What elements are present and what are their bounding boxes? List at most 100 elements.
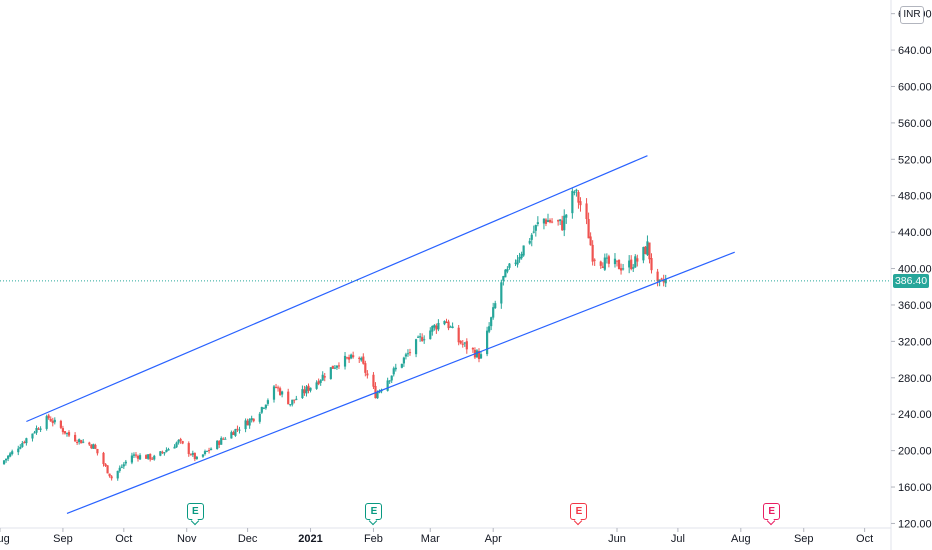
channel-trendline[interactable] bbox=[26, 155, 648, 423]
candle-body bbox=[490, 317, 493, 327]
candle-body bbox=[522, 245, 525, 256]
candle-body bbox=[634, 256, 637, 268]
candle-body bbox=[563, 215, 566, 231]
x-tick-label: Oct bbox=[115, 533, 132, 545]
candle-body bbox=[421, 337, 424, 342]
candle-body bbox=[80, 440, 83, 444]
candle-body bbox=[2, 460, 6, 465]
candle-body bbox=[252, 418, 255, 422]
candle-body bbox=[4, 458, 8, 461]
candle-body bbox=[11, 451, 14, 455]
candle-body bbox=[179, 439, 182, 441]
candle-body bbox=[536, 222, 539, 224]
candle-body bbox=[173, 446, 176, 449]
y-tick-label: 360.00 bbox=[898, 300, 932, 312]
price-axis[interactable]: 680.00640.00600.00560.00520.00480.00440.… bbox=[891, 9, 932, 531]
candle-body bbox=[658, 279, 661, 282]
candle-body bbox=[136, 455, 140, 459]
candle-body bbox=[195, 456, 198, 459]
x-tick-label: Aug bbox=[731, 533, 751, 545]
candle-body bbox=[138, 455, 142, 460]
candle-body bbox=[147, 454, 150, 459]
candle-body bbox=[406, 353, 410, 355]
candle-body bbox=[613, 258, 617, 265]
candle-body bbox=[530, 234, 533, 240]
candle-body bbox=[73, 434, 77, 442]
candle-body bbox=[492, 307, 495, 318]
candle-body bbox=[603, 257, 606, 270]
candle-body bbox=[181, 441, 184, 444]
candle-body bbox=[187, 443, 190, 455]
candle-body bbox=[607, 256, 610, 264]
candle-body bbox=[276, 387, 280, 389]
candle-body bbox=[323, 376, 326, 378]
x-tick-label: Apr bbox=[485, 533, 502, 545]
candle-body bbox=[220, 438, 223, 445]
candle-body bbox=[605, 257, 608, 259]
candle-body bbox=[25, 438, 28, 444]
candle-body bbox=[366, 373, 369, 376]
candle-body bbox=[591, 244, 594, 262]
candle-body bbox=[145, 455, 148, 459]
x-tick-label: Nov bbox=[177, 533, 197, 545]
candle-body bbox=[9, 453, 12, 457]
candle-body bbox=[260, 407, 263, 413]
candle-body bbox=[585, 203, 588, 220]
candle-body bbox=[419, 336, 422, 338]
time-axis[interactable]: Aug Sep Oct Nov Dec 2021 Feb Mar Apr Jun Jul Aug Sep… bbox=[0, 528, 873, 545]
candle-body bbox=[317, 381, 320, 385]
candle-body bbox=[528, 240, 531, 244]
candle-body bbox=[360, 357, 363, 361]
candle-body bbox=[350, 354, 353, 359]
candle-body bbox=[345, 357, 349, 359]
candle-body bbox=[130, 455, 134, 463]
trendlines bbox=[26, 155, 735, 514]
candle-body bbox=[508, 263, 511, 268]
candle-body bbox=[33, 432, 36, 434]
candle-body bbox=[45, 416, 48, 429]
candle-body bbox=[488, 326, 491, 332]
candle-body bbox=[193, 452, 196, 460]
candle-body bbox=[305, 386, 308, 394]
candle-body bbox=[443, 320, 446, 325]
candle-body bbox=[224, 438, 227, 440]
candle-body bbox=[660, 278, 663, 280]
x-tick-label: Sep bbox=[794, 533, 814, 545]
candle-body bbox=[619, 268, 623, 271]
candle-body bbox=[31, 433, 34, 439]
candle-body bbox=[372, 374, 375, 387]
candle-body bbox=[281, 391, 284, 395]
candle-body bbox=[132, 454, 136, 456]
candle-body bbox=[471, 348, 474, 350]
candle-body bbox=[118, 467, 121, 471]
currency-label[interactable]: INR bbox=[900, 6, 924, 24]
candle-body bbox=[449, 326, 452, 328]
candle-body bbox=[621, 268, 625, 270]
candle-body bbox=[175, 442, 178, 448]
candle-body bbox=[615, 260, 619, 262]
earnings-marker[interactable]: E bbox=[186, 503, 204, 520]
candle-body bbox=[287, 391, 290, 405]
candle-body bbox=[51, 420, 54, 424]
candle-body bbox=[319, 380, 322, 383]
candle-body bbox=[151, 458, 154, 460]
x-tick-label: Feb bbox=[364, 533, 383, 545]
candle-body bbox=[248, 419, 251, 426]
candle-body bbox=[374, 385, 377, 399]
candle-body bbox=[167, 448, 170, 451]
y-tick-label: 280.00 bbox=[898, 373, 932, 385]
channel-trendline[interactable] bbox=[66, 251, 735, 514]
candle-body bbox=[400, 363, 403, 368]
earnings-marker[interactable]: E bbox=[763, 503, 781, 520]
candle-body bbox=[258, 413, 261, 422]
candle-body bbox=[329, 367, 332, 379]
candle-body bbox=[550, 221, 554, 223]
candle-body bbox=[461, 343, 464, 345]
earnings-marker[interactable]: E bbox=[365, 503, 383, 520]
candle-body bbox=[352, 355, 355, 358]
candle-body bbox=[548, 220, 552, 223]
earnings-marker[interactable]: E bbox=[570, 503, 588, 520]
candle-body bbox=[394, 367, 397, 370]
candle-body bbox=[266, 400, 270, 404]
